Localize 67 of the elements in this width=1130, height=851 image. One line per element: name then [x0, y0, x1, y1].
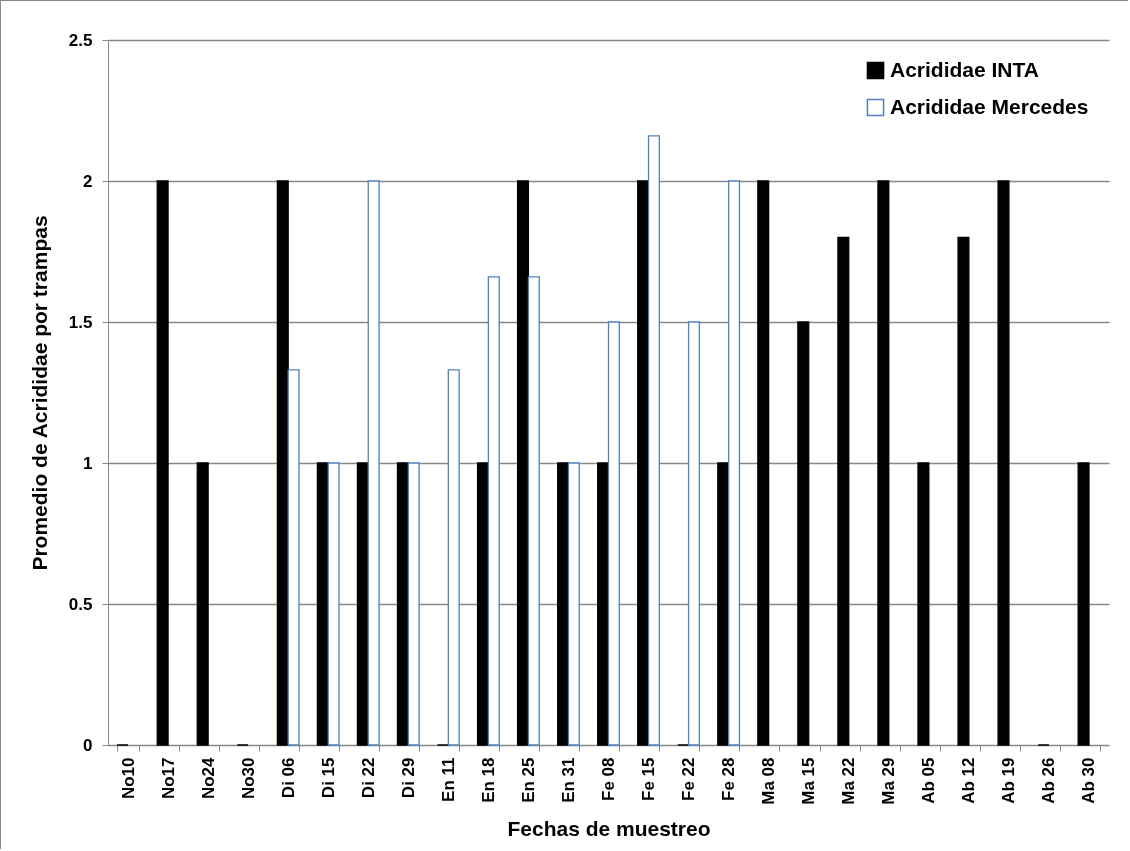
bar — [156, 180, 169, 746]
bar — [567, 462, 580, 746]
x-tick-label: En 11 — [438, 757, 458, 802]
bar — [997, 180, 1010, 746]
x-tick-label: Di 06 — [278, 757, 298, 799]
x-tick-label: Ma 15 — [799, 757, 819, 805]
bar — [607, 321, 620, 746]
x-tick-label: Di 15 — [318, 757, 338, 799]
y-tick-label: 2 — [83, 171, 93, 191]
legend-label: Acrididae Mercedes — [890, 94, 1089, 118]
x-tick-label: Fe 15 — [639, 757, 659, 801]
legend-label: Acrididae INTA — [890, 57, 1039, 81]
x-tick-label: Ma 08 — [759, 757, 779, 805]
bar — [316, 462, 329, 746]
x-tick-label: No17 — [158, 757, 178, 800]
bar — [527, 276, 540, 746]
bar — [407, 462, 420, 746]
x-tick-label: Ab 30 — [1079, 757, 1099, 804]
x-tick-label: Fe 28 — [719, 757, 739, 801]
x-tick-label: En 25 — [518, 757, 538, 803]
y-tick-label: 1.5 — [68, 312, 93, 332]
bar — [837, 236, 850, 746]
bar — [356, 462, 369, 746]
x-tick-label: Fe 22 — [679, 757, 699, 801]
x-tick-label: No10 — [118, 757, 138, 800]
bar — [717, 462, 730, 746]
bar — [447, 369, 460, 746]
bar — [647, 135, 660, 746]
bar — [196, 462, 209, 746]
bar — [727, 180, 741, 746]
x-tick-label: Ma 29 — [879, 757, 899, 805]
y-tick-label: 2.5 — [68, 30, 93, 50]
bar — [476, 462, 490, 746]
y-axis-title: Promedio de Acrididae por trampas — [27, 215, 51, 571]
bar — [957, 236, 970, 746]
x-tick-label: No24 — [198, 756, 218, 800]
x-tick-label: Ab 19 — [999, 757, 1019, 804]
bar — [597, 462, 610, 746]
bar — [327, 462, 340, 746]
bar — [877, 180, 890, 746]
bar — [917, 462, 930, 746]
bar — [1077, 462, 1090, 746]
x-tick-label: Ab 12 — [959, 757, 979, 804]
y-tick-label: 0 — [83, 735, 93, 755]
bar — [516, 180, 530, 746]
x-tick-label: No30 — [238, 757, 258, 800]
bar — [797, 321, 810, 746]
x-tick-label: Ab 26 — [1039, 757, 1059, 804]
x-tick-label: En 31 — [558, 757, 578, 803]
x-tick-label: En 18 — [478, 757, 498, 803]
x-tick-label: Fe 08 — [599, 757, 618, 801]
bar — [687, 321, 701, 746]
x-tick-label: Ma 22 — [839, 757, 859, 805]
y-tick-label: 0.5 — [68, 594, 93, 614]
bar — [396, 462, 409, 746]
x-axis-title: Fechas de muestreo — [507, 816, 711, 840]
bar — [637, 180, 650, 746]
bar — [487, 276, 500, 746]
x-tick-label: Di 22 — [358, 757, 378, 799]
bar — [287, 369, 300, 746]
x-tick-label: Di 29 — [398, 757, 418, 799]
bar — [367, 180, 380, 746]
x-tick-label: Ab 05 — [919, 757, 939, 804]
bar — [557, 462, 570, 746]
bar — [276, 180, 289, 746]
bar — [757, 180, 770, 746]
y-tick-label: 1 — [83, 453, 93, 473]
